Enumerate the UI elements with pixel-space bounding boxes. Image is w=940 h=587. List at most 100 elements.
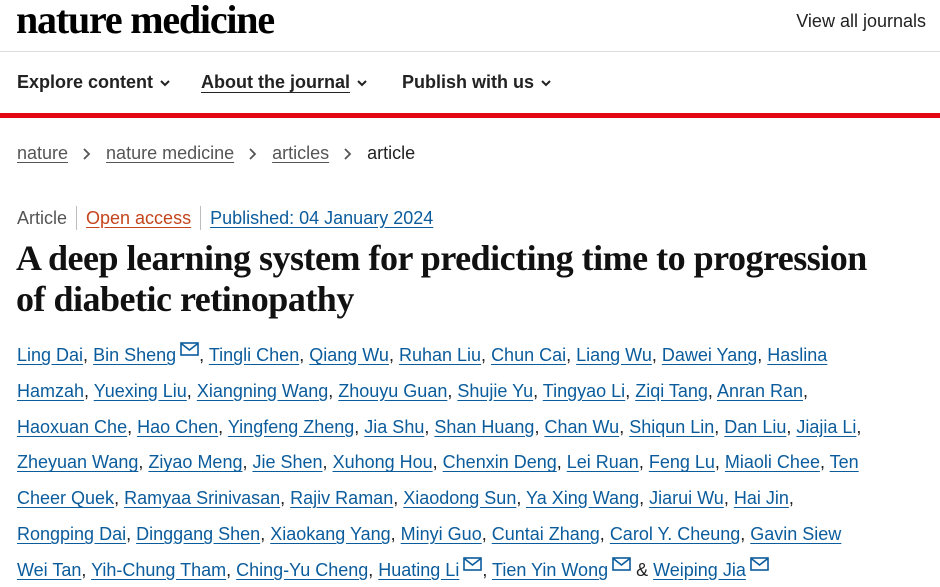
header-divider [0, 51, 940, 52]
envelope-icon[interactable] [180, 342, 199, 356]
author-item: Dinggang Shen [136, 524, 260, 544]
author-link[interactable]: Hao Chen [137, 416, 219, 437]
author-link[interactable]: Rongping Dai [17, 523, 127, 544]
breadcrumb-current: article [367, 143, 416, 163]
author-list: Ling Dai, Bin Sheng, Tingli Chen, Qiang … [17, 338, 867, 587]
author-item: Ten Cheer Quek [17, 452, 859, 508]
author-item: Ziqi Tang [635, 381, 708, 401]
nav-about-the-journal[interactable]: About the journal [201, 72, 368, 93]
author-link[interactable]: Chenxin Deng [442, 452, 557, 473]
envelope-icon[interactable] [463, 556, 483, 571]
nav-about-the-journal-label: About the journal [201, 72, 350, 92]
author-link[interactable]: Miaoli Chee [724, 452, 820, 473]
chevron-right-icon [344, 147, 352, 160]
author-item: Ruhan Liu [399, 345, 481, 365]
author-link[interactable]: Ziyao Meng [148, 452, 243, 473]
author-item: Xuhong Hou [333, 452, 433, 472]
author-item: Haslina Hamzah [17, 345, 827, 401]
author-item: Hao Chen [137, 417, 218, 437]
chevron-right-icon [83, 147, 91, 160]
author-link[interactable]: Xiaodong Sun [403, 488, 517, 509]
author-link[interactable]: Xuhong Hou [332, 452, 433, 473]
author-link[interactable]: Ya Xing Wang [526, 488, 640, 509]
author-item: Tien Yin Wong [492, 556, 631, 580]
author-item: Haoxuan Che [17, 417, 127, 437]
author-link[interactable]: Tien Yin Wong [492, 559, 609, 580]
author-link[interactable]: Cuntai Zhang [491, 523, 600, 544]
author-link[interactable]: Dan Liu [724, 416, 787, 437]
author-link[interactable]: Anran Ran [716, 380, 803, 401]
author-link[interactable]: Ching-Yu Cheng [236, 559, 369, 580]
author-item: Yuexing Liu [94, 381, 187, 401]
author-link[interactable]: Zheyuan Wang [17, 452, 139, 473]
author-link[interactable]: Lei Ruan [566, 452, 639, 473]
author-item: Lei Ruan [567, 452, 639, 472]
author-link[interactable]: Dinggang Shen [136, 523, 261, 544]
nav-publish-with-us[interactable]: Publish with us [402, 72, 552, 93]
envelope-icon[interactable] [612, 556, 631, 571]
author-link[interactable]: Haoxuan Che [17, 416, 128, 437]
author-item: Ramyaa Srinivasan [124, 488, 280, 508]
author-link[interactable]: Yuexing Liu [93, 380, 187, 401]
author-link[interactable]: Hai Jin [733, 488, 789, 509]
author-link[interactable]: Xiaokang Yang [270, 523, 391, 544]
author-link[interactable]: Liang Wu [576, 345, 652, 365]
author-link[interactable]: Weiping Jia [653, 559, 746, 580]
author-link[interactable]: Jie Shen [252, 452, 323, 473]
envelope-icon[interactable] [750, 556, 769, 571]
author-item: Carol Y. Cheung [610, 524, 740, 544]
author-link[interactable]: Zhouyu Guan [338, 380, 448, 401]
author-link[interactable]: Jia Shu [364, 416, 425, 437]
author-item: Xiaokang Yang [270, 524, 390, 544]
author-item: Jie Shen [252, 452, 322, 472]
author-item: Ching-Yu Cheng [236, 560, 368, 580]
author-link[interactable]: Huating Li [378, 559, 460, 580]
author-link[interactable]: Ziqi Tang [635, 380, 708, 401]
author-link[interactable]: Ling Dai [17, 345, 84, 365]
author-link[interactable]: Jiajia Li [796, 416, 857, 437]
site-header: nature medicine View all journals [0, 0, 940, 52]
chevron-down-icon [160, 79, 170, 86]
author-link[interactable]: Chun Cai [491, 345, 567, 365]
author-link[interactable]: Xiangning Wang [196, 380, 329, 401]
author-link[interactable]: Haslina Hamzah [17, 345, 828, 401]
author-item: Jia Shu [364, 417, 424, 437]
author-link[interactable]: Gavin Siew Wei Tan [17, 523, 842, 580]
author-link[interactable]: Yingfeng Zheng [227, 416, 355, 437]
published-date-link[interactable]: Published: 04 January 2024 [210, 207, 434, 228]
author-item: Yingfeng Zheng [228, 417, 354, 437]
author-link[interactable]: Qiang Wu [309, 345, 389, 365]
author-link[interactable]: Carol Y. Cheung [609, 523, 741, 544]
breadcrumb-nature[interactable]: nature [17, 143, 69, 163]
author-link[interactable]: Rajiv Raman [290, 488, 394, 509]
author-link[interactable]: Shujie Yu [457, 380, 534, 401]
breadcrumb-nature-medicine[interactable]: nature medicine [106, 143, 235, 163]
author-link[interactable]: Ruhan Liu [398, 345, 482, 365]
author-item: Rongping Dai [17, 524, 126, 544]
author-item: Shiqun Lin [629, 417, 714, 437]
author-link[interactable]: Ramyaa Srinivasan [124, 488, 281, 509]
nav-explore-content-label: Explore content [17, 72, 154, 92]
author-item: Huating Li [378, 556, 483, 580]
author-item: Cuntai Zhang [492, 524, 600, 544]
author-link[interactable]: Feng Lu [648, 452, 715, 473]
author-link[interactable]: Bin Sheng [93, 345, 177, 365]
author-link[interactable]: Shan Huang [434, 416, 535, 437]
author-item: Weiping Jia [653, 556, 769, 580]
nav-explore-content[interactable]: Explore content [17, 72, 171, 93]
author-item: Shujie Yu [457, 381, 533, 401]
author-link[interactable]: Tingli Chen [208, 345, 300, 365]
author-link[interactable]: Tingyao Li [542, 380, 626, 401]
author-link[interactable]: Dawei Yang [661, 345, 758, 365]
open-access-link[interactable]: Open access [86, 207, 192, 228]
author-link[interactable]: Yih-Chung Tham [91, 559, 227, 580]
journal-logo[interactable]: nature medicine [16, 0, 275, 42]
author-link[interactable]: Jiarui Wu [649, 488, 724, 509]
author-link[interactable]: Shiqun Lin [629, 416, 715, 437]
author-link[interactable]: Ten Cheer Quek [17, 452, 859, 509]
author-item: Ziyao Meng [148, 452, 242, 472]
view-all-journals-link[interactable]: View all journals [796, 11, 926, 31]
author-link[interactable]: Minyi Guo [400, 523, 482, 544]
breadcrumb-articles[interactable]: articles [272, 143, 330, 163]
author-link[interactable]: Chan Wu [544, 416, 620, 437]
